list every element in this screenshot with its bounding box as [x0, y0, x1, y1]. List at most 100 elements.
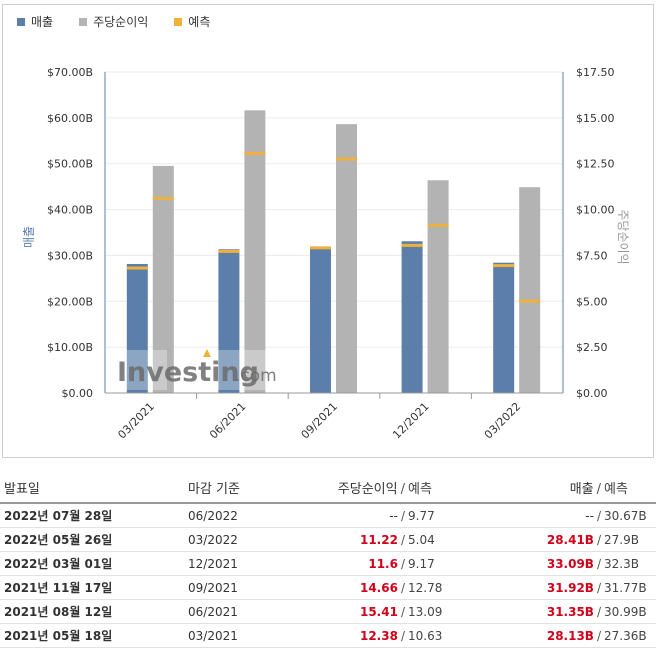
x-tick-label: 09/2021: [299, 400, 341, 442]
forecast-marker-revenue: [218, 249, 240, 253]
revenue-actual: 28.41B: [546, 532, 594, 547]
table-row: 2022년 03월 01일 12/2021 11.6/9.17 33.09B/32.3…: [0, 551, 656, 576]
forecast-marker-eps: [244, 151, 266, 155]
y-tick-label: $70.00B: [47, 66, 93, 79]
cell-eps: 12.38/10.63: [332, 623, 460, 648]
legend-swatch-forecast: [174, 17, 183, 26]
cell-revenue: 31.92B/31.77B: [460, 575, 656, 600]
bar-eps[interactable]: [336, 124, 357, 393]
table-row: 2022년 07월 28일 06/2022 --/9.77 --/30.67B: [0, 503, 656, 528]
y-tick-label: $50.00B: [47, 158, 93, 171]
y2-tick-label: $5.00: [576, 295, 608, 308]
cell-period: 06/2021: [178, 599, 332, 624]
table-body: 2022년 07월 28일 06/2022 --/9.77 --/30.67B 2022…: [0, 503, 656, 648]
table-row: 2021년 11월 17일 09/2021 14.66/12.78 31.92B/31…: [0, 575, 656, 600]
x-tick-label: 06/2021: [207, 400, 249, 442]
gridlines: [105, 71, 563, 348]
legend-item-forecast[interactable]: 예측: [174, 13, 210, 30]
revenue-actual: --: [585, 508, 594, 523]
header-eps[interactable]: 주당순이익 / 예측: [332, 472, 460, 504]
cell-eps: 15.41/13.09: [332, 599, 460, 624]
y-tick-label: $60.00B: [47, 112, 93, 125]
x-tick-label: 03/2021: [115, 400, 157, 442]
x-tick-label: 12/2021: [390, 400, 432, 442]
legend-item-revenue[interactable]: 매출: [17, 13, 53, 30]
chart-legend: 매출 주당순이익 예측: [17, 13, 210, 30]
cell-date: 2022년 05월 26일: [0, 527, 178, 552]
y2-tick-label: $7.50: [576, 249, 608, 262]
watermark-logo: Investing .com: [117, 349, 277, 390]
cell-period: 09/2021: [178, 575, 332, 600]
cell-eps: --/9.77: [332, 503, 460, 528]
y2-tick-label: $0.00: [576, 387, 608, 400]
eps-slash: /: [400, 604, 405, 619]
bar-revenue[interactable]: [493, 262, 515, 393]
eps-slash: /: [400, 556, 405, 571]
bar-eps[interactable]: [152, 165, 174, 393]
table-header-row: 발표일 마감 기준 주당순이익 / 예측 매출 / 예측: [0, 472, 656, 504]
cell-period: 03/2021: [178, 623, 332, 648]
revenue-slash: /: [596, 556, 601, 571]
bar-revenue[interactable]: [126, 264, 148, 393]
revenue-forecast: 30.99B: [604, 604, 647, 619]
bar-eps[interactable]: [519, 187, 541, 393]
y2-tick-label: $12.50: [576, 158, 615, 171]
bar-eps[interactable]: [427, 180, 449, 393]
y2-axis-label: 주당순이익: [616, 209, 630, 264]
table-row: 2022년 05월 26일 03/2022 11.22/5.04 28.41B/27.…: [0, 527, 656, 552]
legend-swatch-revenue: [17, 17, 25, 26]
eps-forecast: 12.78: [408, 580, 443, 595]
cell-revenue: --/30.67B: [460, 503, 656, 528]
revenue-slash: /: [596, 580, 601, 595]
revenue-slash: /: [596, 628, 601, 643]
revenue-slash: /: [596, 604, 601, 619]
header-eps-forecast: 예측: [408, 481, 432, 497]
bar-revenue[interactable]: [310, 246, 331, 393]
cell-revenue: 28.13B/27.36B: [460, 623, 656, 648]
eps-actual: 15.41: [359, 604, 398, 619]
y-tick-label: $30.00B: [47, 249, 93, 262]
watermark-band: [209, 350, 267, 390]
bar-revenue[interactable]: [401, 241, 423, 393]
earnings-table: 발표일 마감 기준 주당순이익 / 예측 매출 / 예측 2022년 07월 28일 06…: [0, 472, 656, 648]
eps-slash: /: [400, 628, 405, 643]
eps-forecast: 13.09: [408, 604, 443, 619]
x-tick-label: 03/2022: [482, 400, 524, 442]
eps-slash: /: [400, 580, 405, 595]
cell-revenue: 28.41B/27.9B: [460, 527, 656, 552]
bar-revenue[interactable]: [218, 249, 240, 393]
revenue-slash: /: [596, 508, 601, 523]
watermark-brand: Investing: [117, 357, 259, 388]
revenue-forecast: 31.77B: [604, 580, 647, 595]
cell-date: 2022년 07월 28일: [0, 503, 178, 528]
legend-swatch-eps: [79, 17, 88, 26]
y2-tick-label: $2.50: [576, 341, 608, 354]
forecast-marker-revenue: [493, 264, 515, 268]
legend-label-forecast: 예측: [188, 15, 211, 29]
revenue-forecast: 30.67B: [604, 508, 647, 523]
bars: [126, 110, 541, 393]
legend-label-revenue: 매출: [31, 15, 54, 29]
bar-eps[interactable]: [244, 110, 266, 393]
eps-forecast: 9.77: [408, 508, 435, 523]
header-revenue[interactable]: 매출 / 예측: [460, 472, 656, 504]
cell-period: 06/2022: [178, 503, 332, 528]
header-date[interactable]: 발표일: [0, 472, 178, 504]
eps-actual: 11.22: [359, 532, 398, 547]
header-revenue-label: 매출: [569, 481, 594, 497]
revenue-actual: 31.92B: [546, 580, 594, 595]
earnings-table-wrap: 발표일 마감 기준 주당순이익 / 예측 매출 / 예측 2022년 07월 28일 06…: [0, 472, 662, 648]
forecast-marker-eps: [519, 299, 541, 303]
header-period[interactable]: 마감 기준: [178, 472, 332, 504]
header-eps-slash: /: [400, 481, 405, 497]
eps-forecast: 9.17: [408, 556, 435, 571]
forecast-marker-revenue: [310, 246, 331, 250]
eps-slash: /: [400, 508, 405, 523]
legend-label-eps: 주당순이익: [93, 15, 149, 29]
cell-date: 2021년 11월 17일: [0, 575, 178, 600]
eps-forecast: 10.63: [408, 628, 443, 643]
legend-item-eps[interactable]: 주당순이익: [79, 13, 148, 30]
forecast-marker-eps: [427, 223, 449, 227]
watermark-mark-icon: [203, 349, 211, 357]
eps-actual: --: [389, 508, 398, 523]
